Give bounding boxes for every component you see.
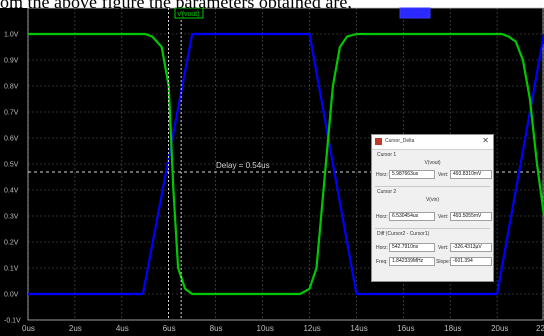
- axis-tick-labels: 1.0V 0.9V 0.8V 0.7V 0.6V 0.5V 0.4V 0.3V 0.2V 0.1V…: [4, 32, 544, 334]
- cursor2-horz-field[interactable]: 6.530454us: [389, 212, 435, 221]
- x-tick-label: 18us: [444, 324, 461, 333]
- cursor2-group-label: Cursor 2: [377, 189, 397, 195]
- cursor1-trace-name: V(vout): [424, 160, 441, 166]
- y-tick-label: 1.0V: [4, 32, 19, 39]
- trace-label-vout-text: V(vout): [177, 11, 200, 18]
- close-icon[interactable]: ✕: [482, 136, 489, 145]
- trace-label-vout-box: [174, 7, 204, 19]
- trace-label-vin-text: V(vin): [402, 11, 420, 18]
- trace-vin: [28, 32, 544, 296]
- y-tick-label: 0.8V: [4, 84, 19, 91]
- diff-horz-field[interactable]: 542.7910ns: [389, 243, 435, 252]
- plot-frame: [27, 7, 544, 321]
- x-tick-label: 16us: [397, 324, 414, 333]
- cursor-layer[interactable]: [168, 8, 182, 320]
- y-tick-label: 0.6V: [4, 136, 19, 143]
- cursor1-horz-label: Horz:: [376, 172, 388, 178]
- x-tick-label: 4us: [116, 324, 129, 333]
- cursor2-trace-name: V(vin): [425, 197, 440, 203]
- dialog-separator: [375, 186, 490, 187]
- x-tick-label: 0us: [22, 324, 35, 333]
- y-tick-label: 0.7V: [4, 110, 19, 117]
- diff-slope-label: Slope:: [436, 259, 451, 265]
- y-tick-label: 0.1V: [4, 266, 19, 273]
- delay-annotation: Delay = 0.54us: [216, 161, 270, 170]
- trace-vout: [28, 32, 544, 296]
- cursor1-horz-field[interactable]: 5.987663us: [389, 170, 435, 179]
- diff-freq-label: Freq:: [376, 259, 388, 265]
- cursor1-vert-label: Vert:: [438, 172, 449, 178]
- diff-vert-label: Vert:: [438, 245, 449, 251]
- diff-group-label: Diff (Cursor2 - Cursor1): [377, 231, 430, 237]
- document-caption-fragment: om the above figure the parameters obtai…: [0, 0, 352, 12]
- y-tick-label: 0.5V: [4, 162, 19, 169]
- x-tick-label: 2us: [69, 324, 82, 333]
- y-tick-label: -0.1V: [4, 318, 21, 325]
- diff-horz-label: Horz:: [376, 245, 388, 251]
- x-tick-label: 12us: [303, 324, 320, 333]
- cursor-delta-dialog[interactable]: Cursor_Delta ✕ Cursor 1 V(vout) Horz: 5.…: [371, 134, 494, 282]
- cursor2-vert-label: Vert:: [438, 214, 449, 220]
- cursor2-horz-label: Horz:: [376, 214, 388, 220]
- y-tick-label: 0.9V: [4, 58, 19, 65]
- cursor2-vert-field[interactable]: 493.5055mV: [450, 212, 492, 221]
- trace-layer: [28, 32, 544, 296]
- y-tick-label: 0.3V: [4, 214, 19, 221]
- diff-vert-field[interactable]: -326.4313µV: [450, 243, 492, 252]
- y-tick-label: 0.4V: [4, 188, 19, 195]
- trace-label-vin-box: [399, 7, 431, 19]
- dialog-titlebar[interactable]: Cursor_Delta ✕: [372, 135, 493, 150]
- y-tick-label: 0.2V: [4, 240, 19, 247]
- x-tick-label: 8us: [210, 324, 223, 333]
- diff-slope-field[interactable]: -601.394: [450, 257, 492, 266]
- cursor1-vert-field[interactable]: 493.8310mV: [450, 170, 492, 179]
- dialog-title: Cursor_Delta: [385, 138, 415, 144]
- y-tick-label: 0.0V: [4, 292, 19, 299]
- dialog-separator: [375, 228, 490, 229]
- cursor1-group-label: Cursor 1: [377, 152, 397, 158]
- trace-label-vout[interactable]: V(vout): [174, 7, 204, 19]
- x-tick-label: 14us: [350, 324, 367, 333]
- x-tick-label: 6us: [163, 324, 176, 333]
- x-tick-label: 22: [536, 324, 544, 333]
- trace-label-vin[interactable]: V(vin): [399, 7, 431, 19]
- x-tick-label: 10us: [257, 324, 274, 333]
- diff-freq-field[interactable]: 1.842339MHz: [389, 257, 435, 266]
- x-tick-label: 20us: [491, 324, 508, 333]
- app-icon: [375, 138, 382, 145]
